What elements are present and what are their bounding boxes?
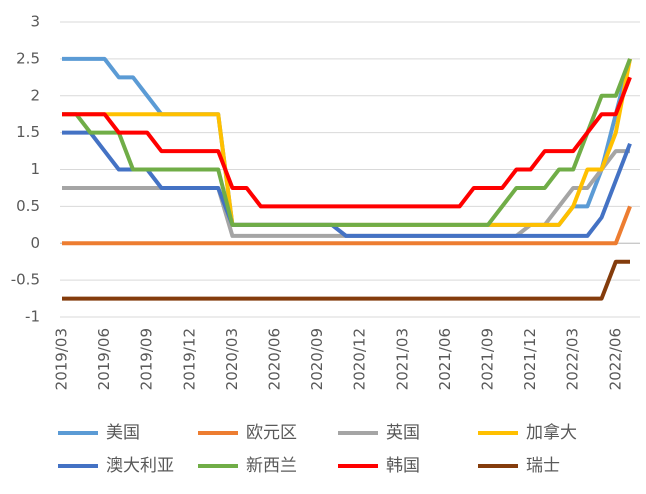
legend-label: 加拿大 — [526, 422, 577, 443]
series-line — [62, 205, 632, 246]
series-line — [62, 130, 632, 238]
legend-label: 欧元区 — [246, 423, 297, 443]
x-tick-label: 2022/03 — [564, 328, 582, 390]
x-tick-label: 2020/03 — [223, 328, 241, 390]
x-tick-label: 2020/06 — [266, 328, 284, 390]
x-tick-label: 2021/09 — [479, 328, 497, 390]
x-tick-label: 2021/06 — [436, 328, 454, 390]
y-tick-label: 3 — [30, 13, 40, 31]
legend-label: 澳大利亚 — [106, 456, 174, 476]
legend-label: 英国 — [386, 423, 420, 443]
y-tick-label: 1 — [30, 160, 40, 178]
x-tick-label: 2021/03 — [393, 328, 411, 390]
x-tick-label: 2019/03 — [53, 328, 71, 390]
x-tick-label: 2020/09 — [308, 328, 326, 390]
y-tick-label: 2 — [30, 86, 40, 104]
x-tick-label: 2021/12 — [521, 328, 539, 390]
y-tick-label: -0.5 — [11, 271, 40, 289]
plot — [62, 56, 632, 301]
legend-label: 美国 — [106, 423, 140, 443]
legend-label: 瑞士 — [526, 456, 560, 476]
legend-label: 韩国 — [386, 456, 420, 476]
series-line — [62, 56, 632, 227]
x-tick-label: 2022/06 — [606, 328, 624, 390]
x-tick-label: 2019/09 — [138, 328, 156, 390]
x-tick-label: 2020/12 — [351, 328, 369, 390]
y-tick-label: -1 — [25, 308, 40, 326]
legend-label: 新西兰 — [246, 456, 297, 476]
x-tick-label: 2019/12 — [180, 328, 198, 390]
series-line — [62, 76, 632, 209]
series-line — [62, 259, 630, 301]
y-tick-label: 0.5 — [16, 197, 40, 215]
grid: -1 -0.5 0 0.5 1 1.5 2 2.5 3 2019/03 2019/06 2019/09… — [11, 13, 640, 390]
series-line — [62, 58, 632, 227]
y-tick-label: 1.5 — [16, 123, 40, 141]
x-tick-label: 2019/06 — [95, 328, 113, 390]
y-tick-label: 0 — [30, 234, 40, 252]
series-line — [62, 58, 632, 227]
y-tick-label: 2.5 — [16, 49, 40, 67]
